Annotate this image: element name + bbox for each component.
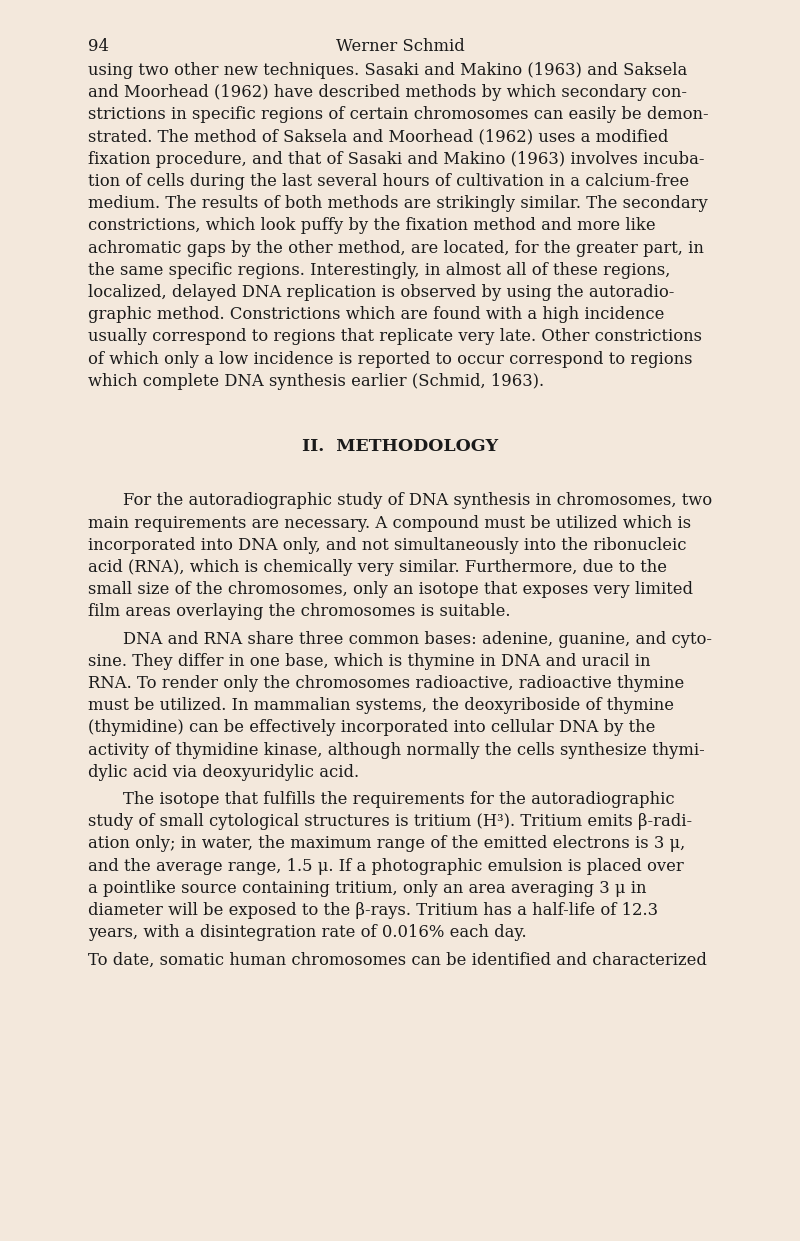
Text: acid (RNA), which is chemically very similar. Furthermore, due to the: acid (RNA), which is chemically very sim… <box>88 558 667 576</box>
Text: activity of thymidine kinase, although normally the cells synthesize thymi-: activity of thymidine kinase, although n… <box>88 742 705 758</box>
Text: which complete DNA synthesis earlier (Schmid, 1963).: which complete DNA synthesis earlier (Sc… <box>88 372 544 390</box>
Text: and Moorhead (1962) have described methods by which secondary con-: and Moorhead (1962) have described metho… <box>88 84 687 102</box>
Text: strictions in specific regions of certain chromosomes can easily be demon-: strictions in specific regions of certai… <box>88 107 709 123</box>
Text: Werner Schmid: Werner Schmid <box>336 38 464 55</box>
Text: (thymidine) can be effectively incorporated into cellular DNA by the: (thymidine) can be effectively incorpora… <box>88 720 655 736</box>
Text: using two other new techniques. Sasaki and Makino (1963) and Saksela: using two other new techniques. Sasaki a… <box>88 62 687 79</box>
Text: The isotope that fulfills the requirements for the autoradiographic: The isotope that fulfills the requiremen… <box>123 791 674 808</box>
Text: dylic acid via deoxyuridylic acid.: dylic acid via deoxyuridylic acid. <box>88 763 359 781</box>
Text: constrictions, which look puffy by the fixation method and more like: constrictions, which look puffy by the f… <box>88 217 656 235</box>
Text: study of small cytological structures is tritium (H³). Tritium emits β-radi-: study of small cytological structures is… <box>88 813 692 830</box>
Text: graphic method. Constrictions which are found with a high incidence: graphic method. Constrictions which are … <box>88 307 664 323</box>
Text: years, with a disintegration rate of 0.016% each day.: years, with a disintegration rate of 0.0… <box>88 925 526 941</box>
Text: of which only a low incidence is reported to occur correspond to regions: of which only a low incidence is reporte… <box>88 351 693 367</box>
Text: fixation procedure, and that of Sasaki and Makino (1963) involves incuba-: fixation procedure, and that of Sasaki a… <box>88 151 705 168</box>
Text: 94: 94 <box>88 38 109 55</box>
Text: ation only; in water, the maximum range of the emitted electrons is 3 μ,: ation only; in water, the maximum range … <box>88 835 686 853</box>
Text: the same specific regions. Interestingly, in almost all of these regions,: the same specific regions. Interestingly… <box>88 262 670 279</box>
Text: main requirements are necessary. A compound must be utilized which is: main requirements are necessary. A compo… <box>88 515 691 531</box>
Text: small size of the chromosomes, only an isotope that exposes very limited: small size of the chromosomes, only an i… <box>88 581 693 598</box>
Text: incorporated into DNA only, and not simultaneously into the ribonucleic: incorporated into DNA only, and not simu… <box>88 537 686 553</box>
Text: localized, delayed DNA replication is observed by using the autoradio-: localized, delayed DNA replication is ob… <box>88 284 674 302</box>
Text: sine. They differ in one base, which is thymine in DNA and uracil in: sine. They differ in one base, which is … <box>88 653 650 670</box>
Text: strated. The method of Saksela and Moorhead (1962) uses a modified: strated. The method of Saksela and Moorh… <box>88 129 668 145</box>
Text: DNA and RNA share three common bases: adenine, guanine, and cyto-: DNA and RNA share three common bases: ad… <box>123 630 712 648</box>
Text: usually correspond to regions that replicate very late. Other constrictions: usually correspond to regions that repli… <box>88 329 702 345</box>
Text: diameter will be exposed to the β-rays. Tritium has a half-life of 12.3: diameter will be exposed to the β-rays. … <box>88 902 658 920</box>
Text: must be utilized. In mammalian systems, the deoxyriboside of thymine: must be utilized. In mammalian systems, … <box>88 697 674 715</box>
Text: medium. The results of both methods are strikingly similar. The secondary: medium. The results of both methods are … <box>88 195 708 212</box>
Text: a pointlike source containing tritium, only an area averaging 3 μ in: a pointlike source containing tritium, o… <box>88 880 646 897</box>
Text: tion of cells during the last several hours of cultivation in a calcium-free: tion of cells during the last several ho… <box>88 172 689 190</box>
Text: II.  METHODOLOGY: II. METHODOLOGY <box>302 438 498 455</box>
Text: RNA. To render only the chromosomes radioactive, radioactive thymine: RNA. To render only the chromosomes radi… <box>88 675 684 692</box>
Text: and the average range, 1.5 μ. If a photographic emulsion is placed over: and the average range, 1.5 μ. If a photo… <box>88 858 684 875</box>
Text: achromatic gaps by the other method, are located, for the greater part, in: achromatic gaps by the other method, are… <box>88 240 704 257</box>
Text: For the autoradiographic study of DNA synthesis in chromosomes, two: For the autoradiographic study of DNA sy… <box>123 493 712 509</box>
Text: To date, somatic human chromosomes can be identified and characterized: To date, somatic human chromosomes can b… <box>88 952 707 968</box>
Text: film areas overlaying the chromosomes is suitable.: film areas overlaying the chromosomes is… <box>88 603 510 620</box>
